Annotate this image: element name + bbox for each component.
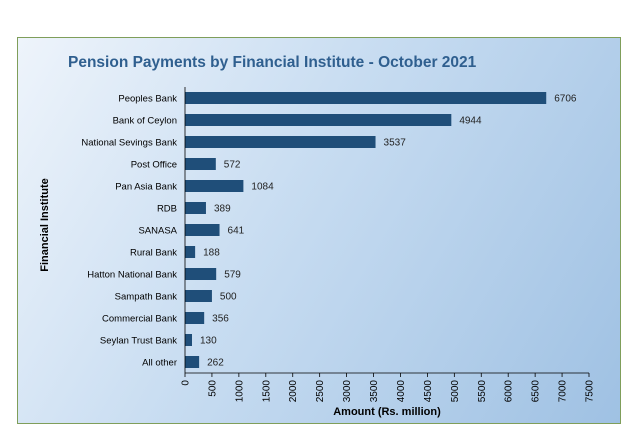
- bar: [185, 92, 547, 104]
- data-label: 572: [224, 160, 241, 171]
- category-labels: Peoples Bank Bank of Ceylon National Sevin…: [81, 94, 177, 369]
- data-labels: 6706 4944 3537 572 1084 389 641 188 579 500 356 130…: [200, 94, 577, 369]
- bar: [185, 180, 244, 192]
- bar: [185, 246, 196, 258]
- bars: [185, 92, 547, 368]
- category-label: Commercial Bank: [102, 314, 177, 325]
- x-tick-label: 7500: [585, 380, 596, 403]
- category-label: Post Office: [131, 160, 177, 171]
- x-tick-label: 1500: [261, 380, 272, 403]
- category-label: SANASA: [138, 226, 177, 237]
- bar: [185, 114, 452, 126]
- category-label: Peoples Bank: [118, 94, 177, 105]
- x-tick-label: 4000: [396, 380, 407, 403]
- x-axis-title: Amount (Rs. million): [333, 406, 441, 418]
- x-tick-label: 4500: [423, 380, 434, 403]
- x-tick-label: 5000: [450, 380, 461, 403]
- bar: [185, 224, 220, 236]
- x-tick-label: 7000: [558, 380, 569, 403]
- x-axis-ticks: 0 500 1000 1500 2000 2500 3000 3500 4000 4500 5000…: [181, 372, 596, 403]
- category-label: National Sevings Bank: [81, 138, 177, 149]
- data-label: 3537: [384, 138, 407, 149]
- data-label: 262: [207, 358, 224, 369]
- x-tick-label: 6500: [531, 380, 542, 403]
- bar: [185, 136, 376, 148]
- x-tick-label: 2500: [315, 380, 326, 403]
- x-tick-label: 5500: [477, 380, 488, 403]
- data-label: 188: [203, 248, 220, 259]
- bar: [185, 268, 217, 280]
- category-label: Rural Bank: [130, 248, 177, 259]
- x-tick-label: 3500: [369, 380, 380, 403]
- data-label: 1084: [251, 182, 274, 193]
- bar: [185, 290, 212, 302]
- category-label: Hatton National Bank: [87, 270, 177, 281]
- bar: [185, 312, 205, 324]
- category-label: Bank of Ceylon: [113, 116, 177, 127]
- category-label: RDB: [157, 204, 177, 215]
- x-tick-label: 0: [181, 380, 192, 386]
- data-label: 4944: [459, 116, 482, 127]
- data-label: 356: [212, 314, 229, 325]
- bar: [185, 334, 193, 346]
- category-label: All other: [142, 358, 177, 369]
- x-tick-label: 1000: [234, 380, 245, 403]
- x-tick-label: 500: [207, 380, 218, 397]
- chart-title: Pension Payments by Financial Institute …: [68, 54, 477, 71]
- category-label: Seylan Trust Bank: [100, 336, 177, 347]
- bar: [185, 202, 206, 214]
- bar: [185, 158, 216, 170]
- data-label: 389: [214, 204, 231, 215]
- data-label: 500: [220, 292, 237, 303]
- category-label: Pan Asia Bank: [115, 182, 177, 193]
- x-tick-label: 3000: [342, 380, 353, 403]
- data-label: 130: [200, 336, 217, 347]
- data-label: 6706: [554, 94, 577, 105]
- x-tick-label: 2000: [288, 380, 299, 403]
- x-tick-label: 6000: [504, 380, 515, 403]
- category-label: Sampath Bank: [115, 292, 178, 303]
- y-axis-title: Financial Institute: [39, 178, 51, 272]
- bar: [185, 356, 200, 368]
- data-label: 579: [224, 270, 241, 281]
- data-label: 641: [228, 226, 245, 237]
